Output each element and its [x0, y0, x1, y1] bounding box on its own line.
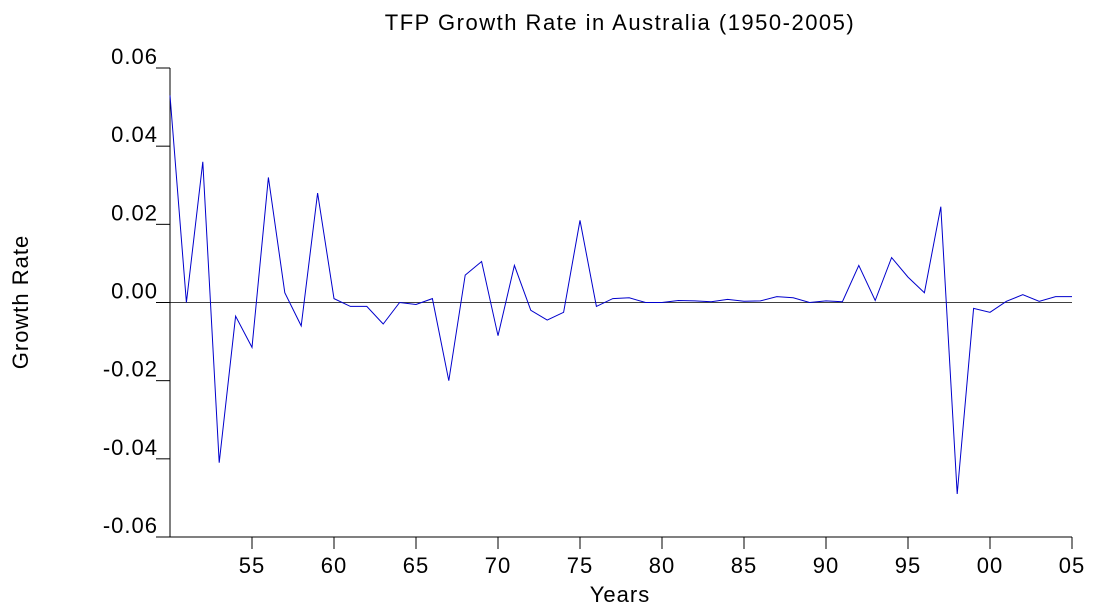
- x-tick-label: 55: [239, 553, 265, 578]
- chart-title: TFP Growth Rate in Australia (1950-2005): [385, 10, 855, 35]
- x-tick-label: 80: [649, 553, 675, 578]
- y-tick-label: -0.02: [103, 357, 158, 382]
- y-tick-label: 0.06: [111, 44, 158, 69]
- x-tick-label: 00: [977, 553, 1003, 578]
- y-axis-label: Growth Rate: [8, 235, 33, 370]
- x-tick-label: 75: [567, 553, 593, 578]
- x-tick-label: 85: [731, 553, 757, 578]
- y-tick-label: 0.04: [111, 122, 158, 147]
- x-tick-label: 70: [485, 553, 511, 578]
- x-tick-label: 95: [895, 553, 921, 578]
- x-tick-label: 05: [1059, 553, 1085, 578]
- x-axis-label: Years: [590, 582, 650, 607]
- y-tick-label: 0.02: [111, 200, 158, 225]
- y-tick-label: -0.04: [103, 435, 158, 460]
- x-tick-label: 60: [321, 553, 347, 578]
- x-tick-label: 90: [813, 553, 839, 578]
- y-tick-label: 0.00: [111, 279, 158, 304]
- x-tick-label: 65: [403, 553, 429, 578]
- y-tick-label: -0.06: [103, 513, 158, 538]
- data-line: [169, 95, 1072, 495]
